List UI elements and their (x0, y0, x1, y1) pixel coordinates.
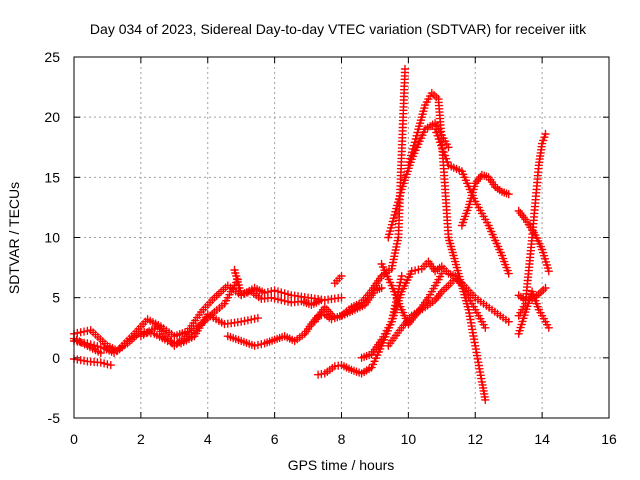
series-markers (136, 275, 242, 350)
x-tick-label: 4 (204, 431, 212, 447)
chart-title: Day 034 of 2023, Sidereal Day-to-day VTE… (90, 21, 587, 37)
y-tick-labels: -5 0 5 10 15 20 25 (44, 49, 60, 426)
series-track-16 (404, 88, 490, 405)
x-tick-label: 16 (601, 431, 617, 447)
grid-lines (74, 57, 609, 418)
series-track-22 (514, 287, 553, 338)
series-markers (69, 354, 115, 370)
series-markers (514, 287, 553, 338)
y-tick-label: 0 (52, 350, 60, 366)
x-tick-label: 12 (467, 431, 483, 447)
y-axis-label: SDTVAR / TECUs (6, 182, 22, 294)
series-markers (457, 170, 513, 230)
x-tick-label: 6 (271, 431, 279, 447)
x-tick-label: 14 (534, 431, 550, 447)
series-markers (230, 265, 326, 310)
y-tick-label: -5 (48, 410, 61, 426)
x-tick-label: 10 (401, 431, 417, 447)
y-tick-label: 25 (44, 49, 60, 65)
series-track-18 (457, 170, 513, 230)
x-tick-label: 2 (137, 431, 145, 447)
series-track-3 (69, 354, 115, 370)
y-tick-label: 20 (44, 109, 60, 125)
y-tick-label: 5 (52, 290, 60, 306)
x-tick-label: 0 (70, 431, 78, 447)
x-tick-labels: 0 2 4 6 8 10 12 14 16 (70, 431, 617, 447)
series-track-9 (330, 271, 346, 288)
x-axis-label: GPS time / hours (288, 457, 395, 473)
y-tick-label: 10 (44, 230, 60, 246)
y-tick-label: 15 (44, 169, 60, 185)
series-track-6 (230, 265, 326, 310)
series-markers (330, 271, 346, 288)
x-tick-label: 8 (338, 431, 346, 447)
series-track-5 (136, 275, 242, 350)
plot-series (69, 64, 553, 405)
series-markers (404, 88, 490, 405)
plot-frame (73, 56, 610, 419)
